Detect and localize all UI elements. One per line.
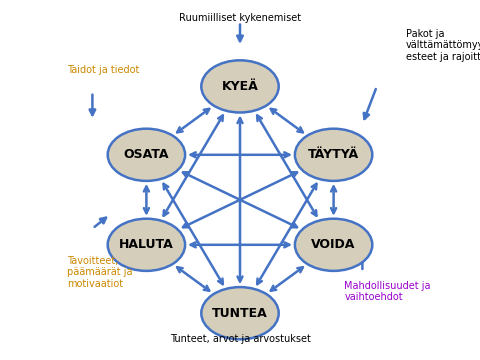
- Ellipse shape: [201, 287, 279, 339]
- Ellipse shape: [295, 129, 372, 181]
- Ellipse shape: [108, 219, 185, 271]
- Text: Taidot ja tiedot: Taidot ja tiedot: [67, 65, 140, 75]
- Text: Mahdollisuudet ja
vaihtoehdot: Mahdollisuudet ja vaihtoehdot: [345, 281, 431, 302]
- Ellipse shape: [108, 129, 185, 181]
- Text: KYEÄ: KYEÄ: [222, 80, 258, 93]
- Ellipse shape: [295, 219, 372, 271]
- Text: HALUTA: HALUTA: [119, 238, 174, 251]
- Text: Tunteet, arvot ja arvostukset: Tunteet, arvot ja arvostukset: [169, 334, 311, 344]
- Text: Tavoitteet,
päämäärät ja
motivaatiot: Tavoitteet, päämäärät ja motivaatiot: [67, 256, 132, 289]
- Ellipse shape: [201, 60, 279, 112]
- Text: Ruumiilliset kykenemiset: Ruumiilliset kykenemiset: [179, 13, 301, 23]
- Text: TUNTEA: TUNTEA: [212, 307, 268, 320]
- Text: VOIDA: VOIDA: [312, 238, 356, 251]
- Text: Pakot ja
välttämättömyydet,
esteet ja rajoitteet: Pakot ja välttämättömyydet, esteet ja ra…: [406, 29, 480, 62]
- Text: OSATA: OSATA: [124, 148, 169, 161]
- Text: TÄYTYÄ: TÄYTYÄ: [308, 148, 359, 161]
